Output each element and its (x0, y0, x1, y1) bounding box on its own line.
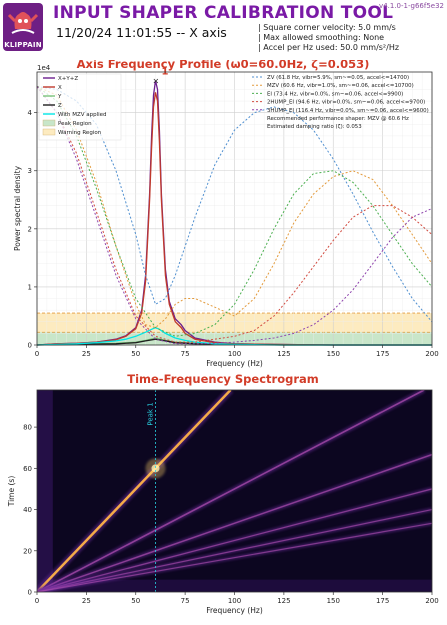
x-tick-label: 75 (181, 350, 190, 358)
logo-icon (7, 12, 39, 34)
y-tick-label: 40 (23, 506, 32, 514)
x-tick-label: 75 (181, 597, 190, 605)
x-tick-label: 25 (82, 597, 91, 605)
spectrogram-low-freq-band (37, 390, 53, 592)
sweep-line (37, 390, 425, 592)
x-tick-label: 0 (35, 350, 39, 358)
chart1-title: Axis Frequency Profile (ω0=60.0Hz, ζ=0.0… (77, 60, 370, 71)
legend-right-entry: EI (73.4 Hz, vibr=0.0%, sm~=0.06, accel<… (267, 91, 403, 97)
x-tick-label: 200 (425, 597, 438, 605)
resonance-core (151, 464, 160, 473)
y-tick-label: 20 (23, 547, 32, 555)
chart2-title: Time-Frequency Spectrogram (127, 372, 319, 386)
series-line-ei (36, 86, 433, 337)
legend-left-entry: Peak Region (58, 121, 92, 127)
legend-right-entry: 2HUMP_EI (94.6 Hz, vibr=0.0%, sm~=0.06, … (267, 100, 425, 106)
spectrogram-content (37, 390, 432, 592)
klippain-logo: KLIPPAIN (3, 3, 43, 51)
peak-marker-x: × (153, 77, 160, 86)
info-max-smoothing: | Max allowed smoothing: None (258, 33, 385, 42)
version-label: v4.1.0-1-g66f5e32 (379, 2, 444, 10)
sweep-line (37, 453, 432, 592)
legend-right-entry: MZV (60.6 Hz, vibr=1.0%, sm~=0.06, accel… (267, 83, 414, 89)
x-tick-label: 125 (277, 597, 290, 605)
legend-right-entry: ZV (61.8 Hz, vibr=5.9%, sm~=0.05, accel<… (267, 75, 409, 81)
x-tick-label: 50 (131, 597, 140, 605)
x-tick-label: 125 (277, 350, 290, 358)
legend-right-entry: 3HUMP_EI (116.4 Hz, vibr=0.0%, sm~=0.06,… (267, 108, 429, 114)
legend-right-entry: Recommended performance shaper: MZV @ 60… (267, 116, 409, 122)
y-tick-label: 0 (28, 589, 32, 597)
legend-left-entry: With MZV applied (58, 112, 107, 118)
y-tick-label: 1 (28, 283, 32, 291)
x-tick-label: 175 (376, 350, 389, 358)
chart2-y-axis-label: Time (s) (7, 476, 16, 508)
series-line-zv (36, 86, 433, 323)
y-multiplier-label: 1e4 (37, 64, 51, 72)
legend-swatch (42, 128, 56, 136)
x-tick-label: 175 (376, 597, 389, 605)
charts-canvas: Axis Frequency Profile (ω0=60.0Hz, ζ=0.0… (7, 60, 439, 615)
legend-swatch (42, 119, 56, 127)
series-line-with-mzv-applied (36, 326, 432, 346)
sweep-line (37, 508, 432, 592)
legend-right-entry: Estimated damping ratio (ζ): 0.053 (267, 124, 362, 130)
y-tick-label: 4 (28, 109, 33, 117)
y-tick-label: 2 (28, 225, 32, 233)
y-tick-label: 0 (28, 342, 32, 350)
x-tick-label: 150 (327, 350, 340, 358)
sweep-line (37, 488, 432, 592)
x-tick-label: 150 (327, 597, 340, 605)
legend-left-entry: Y (57, 94, 62, 100)
chart1-y-axis-label: Power spectral density (13, 165, 22, 251)
sweep-line (37, 522, 432, 592)
chart1-x-axis-label: Frequency (Hz) (206, 359, 263, 368)
spectrogram-start-band (37, 579, 432, 592)
y-tick-label: 3 (28, 167, 32, 175)
legend-left-entry: X (58, 85, 62, 91)
info-square-corner-velocity: | Square corner velocity: 5.0 mm/s (258, 23, 396, 32)
legend-left-entry: X+Y+Z (58, 76, 78, 82)
series-line-3hump-ei (36, 86, 433, 345)
info-accel-per-hz: | Accel per Hz used: 50.0 mm/s²/Hz (258, 43, 400, 52)
page-title: INPUT SHAPER CALIBRATION TOOL (53, 3, 394, 23)
x-tick-label: 0 (35, 597, 39, 605)
x-tick-label: 100 (228, 597, 241, 605)
x-tick-label: 50 (131, 350, 140, 358)
series-line-mzv (36, 86, 433, 329)
header: KLIPPAIN INPUT SHAPER CALIBRATION TOOL v… (0, 0, 447, 64)
logo-text: KLIPPAIN (4, 41, 42, 49)
x-tick-label: 100 (228, 350, 241, 358)
peak-marker-label: Peak 1 (147, 402, 155, 425)
chart2-x-axis-label: Frequency (Hz) (206, 606, 263, 615)
series-line-x (36, 92, 432, 346)
legend-left-entry: Warning Region (58, 130, 102, 136)
datetime-axis-label: 11/20/24 11:01:55 -- X axis (56, 25, 227, 40)
y-tick-label: 60 (23, 465, 32, 473)
sweep-line (37, 390, 232, 592)
y-tick-label: 80 (23, 424, 32, 432)
x-tick-label: 200 (425, 350, 438, 358)
legend-left-entry: Z (58, 103, 62, 109)
x-tick-label: 25 (82, 350, 91, 358)
